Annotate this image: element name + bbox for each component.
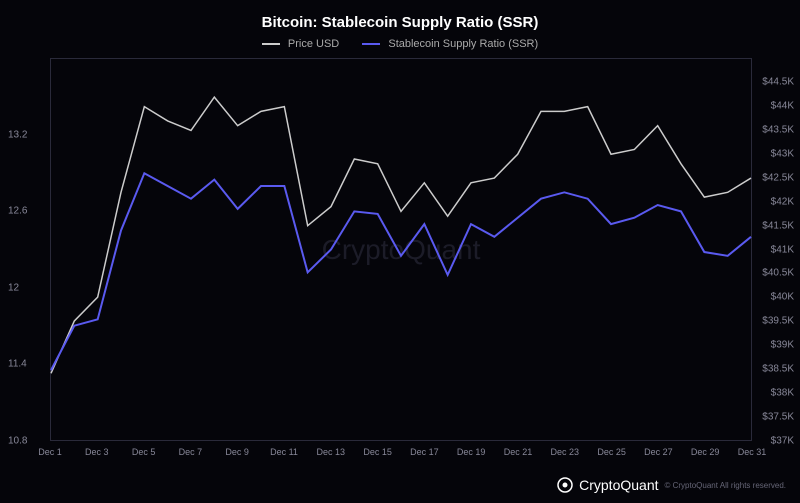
y-right-tick: $37.5K [762, 412, 794, 423]
legend: Price USD Stablecoin Supply Ratio (SSR) [0, 38, 800, 50]
plot-svg [51, 59, 751, 440]
footer-brand: CryptoQuant [579, 477, 658, 493]
legend-item-price: Price USD [262, 38, 339, 50]
y-right-tick: $41.5K [762, 220, 794, 231]
y-left-tick: 11.4 [8, 359, 27, 370]
x-tick: Dec 17 [410, 447, 439, 457]
footer: CryptoQuant © CryptoQuant All rights res… [557, 477, 786, 493]
brand-icon [557, 477, 573, 493]
chart-container: Bitcoin: Stablecoin Supply Ratio (SSR) P… [0, 0, 800, 503]
y-right-tick: $38K [771, 388, 794, 399]
y-right-tick: $39.5K [762, 316, 794, 327]
x-tick: Dec 11 [270, 447, 298, 457]
y-left-tick: 12 [8, 282, 19, 293]
y-left-tick: 10.8 [8, 436, 27, 447]
y-right-tick: $40K [771, 292, 794, 303]
x-tick: Dec 13 [317, 447, 346, 457]
y-right-tick: $40.5K [762, 268, 794, 279]
x-tick: Dec 1 [38, 447, 62, 457]
y-right-tick: $42.5K [762, 172, 794, 183]
legend-swatch-price [262, 43, 280, 45]
x-tick: Dec 25 [597, 447, 626, 457]
y-right-tick: $44.5K [762, 76, 794, 87]
x-tick: Dec 3 [85, 447, 109, 457]
y-right-tick: $44K [771, 100, 794, 111]
y-right-tick: $39K [771, 340, 794, 351]
x-tick: Dec 27 [644, 447, 673, 457]
footer-copyright: © CryptoQuant All rights reserved. [665, 481, 787, 490]
x-tick: Dec 29 [691, 447, 720, 457]
y-right-tick: $43K [771, 148, 794, 159]
series-ssr [51, 173, 751, 370]
legend-label-price: Price USD [288, 38, 339, 50]
x-tick: Dec 15 [363, 447, 392, 457]
plot-area: CryptoQuant [50, 58, 752, 441]
y-left-tick: 12.6 [8, 206, 27, 217]
legend-swatch-ssr [362, 43, 380, 45]
y-left-tick: 13.2 [8, 129, 27, 140]
x-tick: Dec 19 [457, 447, 486, 457]
chart-title: Bitcoin: Stablecoin Supply Ratio (SSR) [0, 14, 800, 31]
legend-item-ssr: Stablecoin Supply Ratio (SSR) [362, 38, 538, 50]
y-right-tick: $43.5K [762, 124, 794, 135]
y-right-tick: $41K [771, 244, 794, 255]
legend-label-ssr: Stablecoin Supply Ratio (SSR) [388, 38, 538, 50]
y-right-tick: $42K [771, 196, 794, 207]
x-tick: Dec 7 [179, 447, 203, 457]
x-tick: Dec 21 [504, 447, 533, 457]
x-tick: Dec 9 [225, 447, 249, 457]
y-right-tick: $38.5K [762, 364, 794, 375]
x-tick: Dec 5 [132, 447, 156, 457]
x-tick: Dec 31 [738, 447, 767, 457]
y-right-tick: $37K [771, 436, 794, 447]
x-tick: Dec 23 [551, 447, 580, 457]
series-price [51, 97, 751, 373]
